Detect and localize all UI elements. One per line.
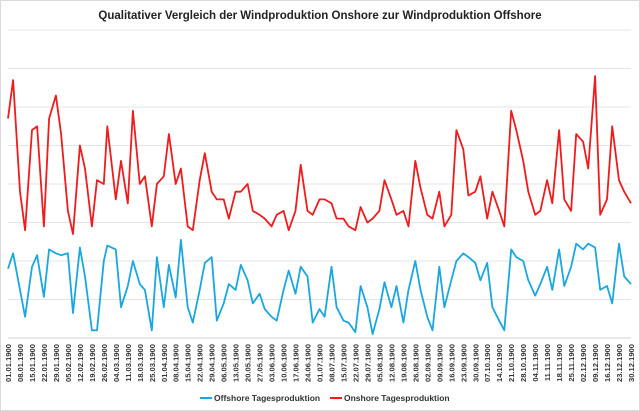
x-tick-label: 04.11.1900 xyxy=(531,344,540,382)
x-tick-label: 13.05.1900 xyxy=(232,344,241,382)
legend-label: Offshore Tagesproduktion xyxy=(214,393,320,403)
x-tick-label: 15.07.1900 xyxy=(339,344,348,382)
x-axis-tick-labels: 01.01.1900 08.01.1900 15.01.1900 22.01.1900… xyxy=(4,344,636,382)
x-tick-label: 11.11.1900 xyxy=(543,344,552,381)
x-tick-label: 09.09.1900 xyxy=(435,344,444,382)
x-tick-label: 21.10.1900 xyxy=(507,344,516,382)
x-tick-label: 08.01.1900 xyxy=(16,344,25,382)
x-tick-label: 08.04.1900 xyxy=(172,344,181,382)
offshore-series-line xyxy=(7,238,632,336)
chart-title: Qualitativer Vergleich der Windproduktio… xyxy=(98,10,541,22)
x-tick-label: 25.03.1900 xyxy=(148,344,157,382)
x-tick-label: 26.08.1900 xyxy=(411,344,420,382)
x-tick-label: 02.09.1900 xyxy=(423,344,432,382)
x-tick-label: 04.03.1900 xyxy=(112,344,121,382)
x-tick-label: 15.04.1900 xyxy=(184,344,193,382)
x-tick-label: 01.01.1900 xyxy=(4,344,13,382)
x-tick-label: 05.02.1900 xyxy=(64,344,73,382)
x-tick-label: 12.02.1900 xyxy=(76,344,85,382)
x-tick-label: 11.03.1900 xyxy=(124,344,133,382)
legend-label: Onshore Tagesproduktion xyxy=(344,393,450,403)
x-tick-label: 25.11.1900 xyxy=(567,344,576,382)
x-tick-label: 16.12.1900 xyxy=(603,344,612,382)
x-tick-label: 10.06.1900 xyxy=(280,344,289,382)
legend: Offshore Tagesproduktion Onshore Tagespro… xyxy=(200,393,450,403)
x-tick-label: 22.01.1900 xyxy=(40,344,49,382)
x-tick-label: 30.09.1900 xyxy=(471,344,480,382)
x-tick-label: 22.07.1900 xyxy=(351,344,360,382)
x-tick-label: 20.05.1900 xyxy=(244,344,253,382)
x-tick-label: 09.12.1900 xyxy=(591,344,600,382)
x-tick-label: 26.02.1900 xyxy=(100,344,109,382)
x-tick-label: 18.11.1900 xyxy=(555,344,564,382)
x-tick-label: 29.04.1900 xyxy=(208,344,217,382)
x-tick-label: 16.09.1900 xyxy=(447,344,456,382)
x-tick-label: 12.08.1900 xyxy=(387,344,396,382)
x-tick-label: 24.06.1900 xyxy=(304,344,313,382)
x-tick-label: 18.03.1900 xyxy=(136,344,145,382)
x-tick-label: 02.12.1900 xyxy=(579,344,588,382)
x-tick-label: 29.07.1900 xyxy=(363,344,372,382)
x-tick-label: 23.09.1900 xyxy=(459,344,468,382)
x-tick-label: 27.05.1900 xyxy=(256,344,265,382)
x-tick-label: 23.12.1900 xyxy=(615,344,624,382)
x-tick-label: 30.12.1900 xyxy=(627,344,636,382)
x-tick-label: 29.01.1900 xyxy=(52,344,61,382)
gridlines xyxy=(8,29,631,339)
series-layer xyxy=(7,75,632,336)
x-tick-label: 22.04.1900 xyxy=(196,344,205,382)
x-tick-label: 14.10.1900 xyxy=(495,344,504,382)
x-tick-label: 15.01.1900 xyxy=(28,344,37,382)
x-tick-label: 03.06.1900 xyxy=(268,344,277,382)
x-tick-label: 01.07.1900 xyxy=(316,344,325,382)
onshore-series-line xyxy=(7,75,632,236)
x-tick-label: 06.05.1900 xyxy=(220,344,229,382)
x-tick-label: 07.10.1900 xyxy=(483,344,492,382)
x-tick-label: 05.08.1900 xyxy=(375,344,384,382)
x-tick-label: 28.10.1900 xyxy=(519,344,528,382)
x-tick-label: 17.06.1900 xyxy=(292,344,301,382)
x-tick-label: 01.04.1900 xyxy=(160,344,169,382)
x-tick-label: 08.07.1900 xyxy=(327,344,336,382)
x-tick-label: 19.08.1900 xyxy=(399,344,408,382)
x-tick-label: 19.02.1900 xyxy=(88,344,97,382)
